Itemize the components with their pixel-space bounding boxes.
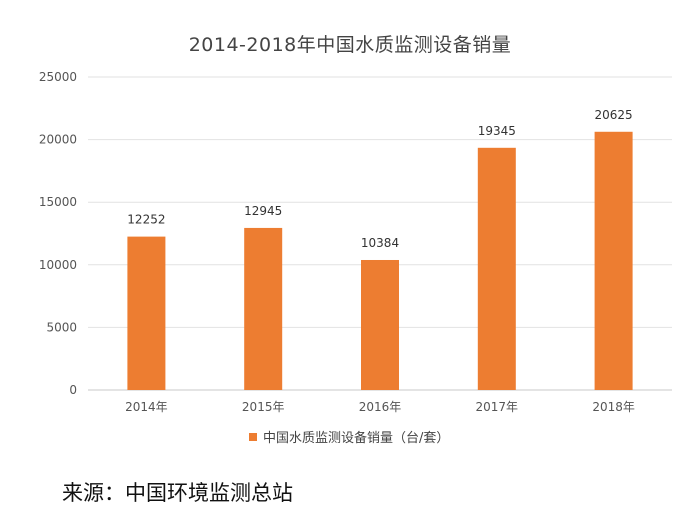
- chart-legend: 中国水质监测设备销量（台/套）: [249, 427, 449, 446]
- x-tick-label: 2014年: [125, 400, 168, 414]
- data-label: 20625: [595, 108, 633, 122]
- x-tick-label: 2017年: [476, 400, 519, 414]
- x-tick-label: 2016年: [359, 400, 402, 414]
- y-tick-label: 10000: [39, 258, 77, 272]
- source-note: 来源：中国环境监测总站: [62, 481, 293, 505]
- x-tick-label: 2018年: [592, 400, 635, 414]
- y-tick-label: 20000: [39, 133, 77, 147]
- data-label: 10384: [361, 236, 399, 250]
- bar: [361, 259, 399, 390]
- chart-title: 2014-2018年中国水质监测设备销量: [188, 34, 512, 56]
- y-tick-label: 15000: [39, 195, 77, 209]
- data-label: 12945: [244, 204, 282, 218]
- x-tick-label: 2015年: [242, 400, 285, 414]
- legend-label: 中国水质监测设备销量（台/套）: [263, 431, 450, 446]
- y-tick-label: 0: [69, 383, 77, 397]
- y-tick-label: 5000: [46, 320, 77, 334]
- y-tick-label: 25000: [39, 70, 77, 84]
- bar: [244, 227, 283, 390]
- bar: [127, 236, 166, 390]
- data-label: 19345: [478, 124, 516, 138]
- legend-swatch: [249, 432, 257, 441]
- data-label: 12252: [127, 213, 165, 227]
- bar: [477, 147, 516, 390]
- bar: [594, 131, 633, 390]
